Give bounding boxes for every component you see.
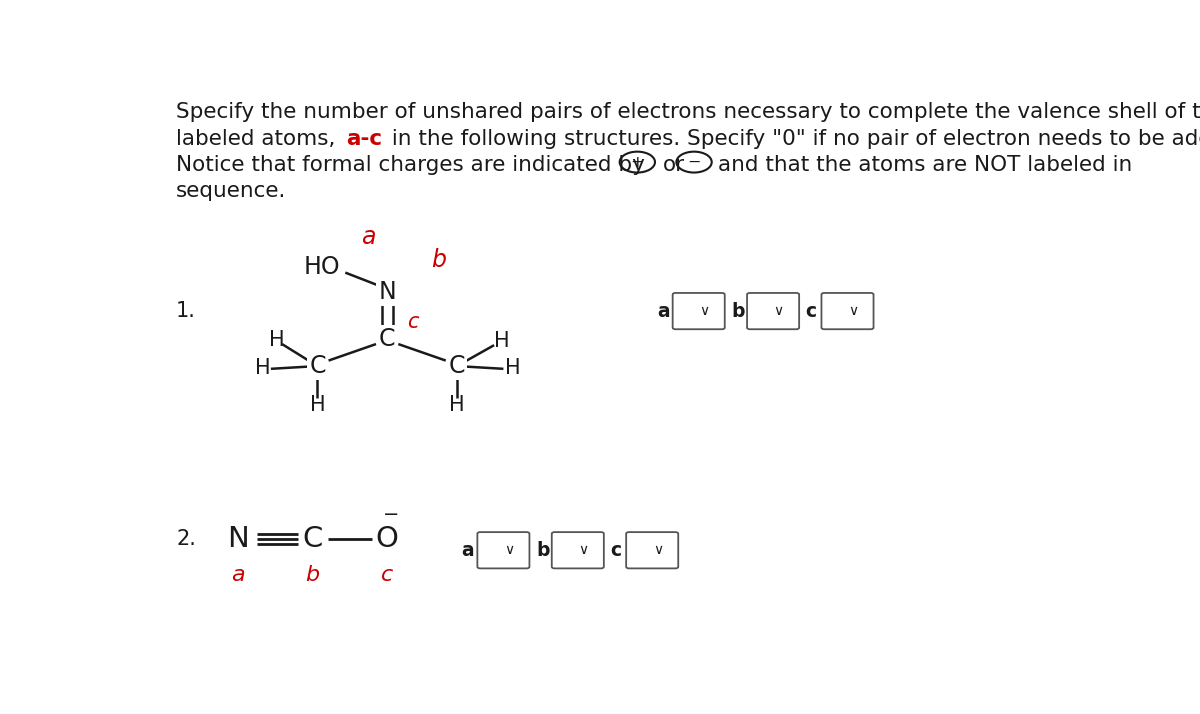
Text: O: O — [376, 526, 398, 553]
Text: ∨: ∨ — [848, 304, 858, 318]
Text: c: c — [611, 540, 622, 560]
Text: a: a — [462, 540, 474, 560]
FancyBboxPatch shape — [552, 532, 604, 568]
FancyBboxPatch shape — [673, 293, 725, 329]
Text: ∨: ∨ — [653, 543, 662, 557]
Text: −: − — [688, 155, 701, 170]
Text: b: b — [536, 540, 550, 560]
Text: a: a — [361, 225, 376, 249]
Text: c: c — [805, 301, 817, 321]
Text: ∨: ∨ — [700, 304, 709, 318]
Text: in the following structures. Specify "0" if no pair of electron needs to be adde: in the following structures. Specify "0"… — [385, 129, 1200, 149]
Text: ∨: ∨ — [504, 543, 514, 557]
Text: 2.: 2. — [176, 529, 196, 549]
Text: H: H — [254, 358, 270, 378]
Text: a-c: a-c — [347, 129, 383, 149]
Text: HO: HO — [304, 255, 341, 279]
Text: ∨: ∨ — [774, 304, 784, 318]
Text: −: − — [383, 505, 400, 524]
FancyBboxPatch shape — [822, 293, 874, 329]
Text: b: b — [306, 565, 320, 585]
Text: and that the atoms are NOT labeled in: and that the atoms are NOT labeled in — [719, 155, 1133, 175]
Text: or: or — [662, 155, 684, 175]
Text: C: C — [379, 326, 396, 351]
Text: N: N — [228, 526, 250, 553]
Text: H: H — [269, 331, 284, 351]
Text: c: c — [408, 312, 419, 332]
Text: C: C — [310, 354, 325, 378]
Text: labeled atoms,: labeled atoms, — [176, 129, 342, 149]
FancyBboxPatch shape — [748, 293, 799, 329]
Text: H: H — [493, 331, 509, 351]
Text: Notice that formal charges are indicated by: Notice that formal charges are indicated… — [176, 155, 644, 175]
FancyBboxPatch shape — [478, 532, 529, 568]
Text: H: H — [310, 395, 325, 415]
Text: b: b — [431, 248, 446, 272]
Text: Specify the number of unshared pairs of electrons necessary to complete the vale: Specify the number of unshared pairs of … — [176, 102, 1200, 122]
Text: a: a — [232, 565, 245, 585]
Text: ∨: ∨ — [578, 543, 588, 557]
Text: N: N — [378, 280, 396, 304]
Text: 1.: 1. — [176, 301, 196, 321]
FancyBboxPatch shape — [626, 532, 678, 568]
Text: C: C — [302, 526, 323, 553]
Text: a: a — [656, 301, 670, 321]
Text: H: H — [449, 395, 464, 415]
Text: b: b — [731, 301, 745, 321]
Text: sequence.: sequence. — [176, 181, 287, 201]
Text: c: c — [382, 565, 394, 585]
Text: H: H — [505, 358, 521, 378]
Text: +: + — [630, 155, 644, 170]
Text: C: C — [449, 354, 466, 378]
